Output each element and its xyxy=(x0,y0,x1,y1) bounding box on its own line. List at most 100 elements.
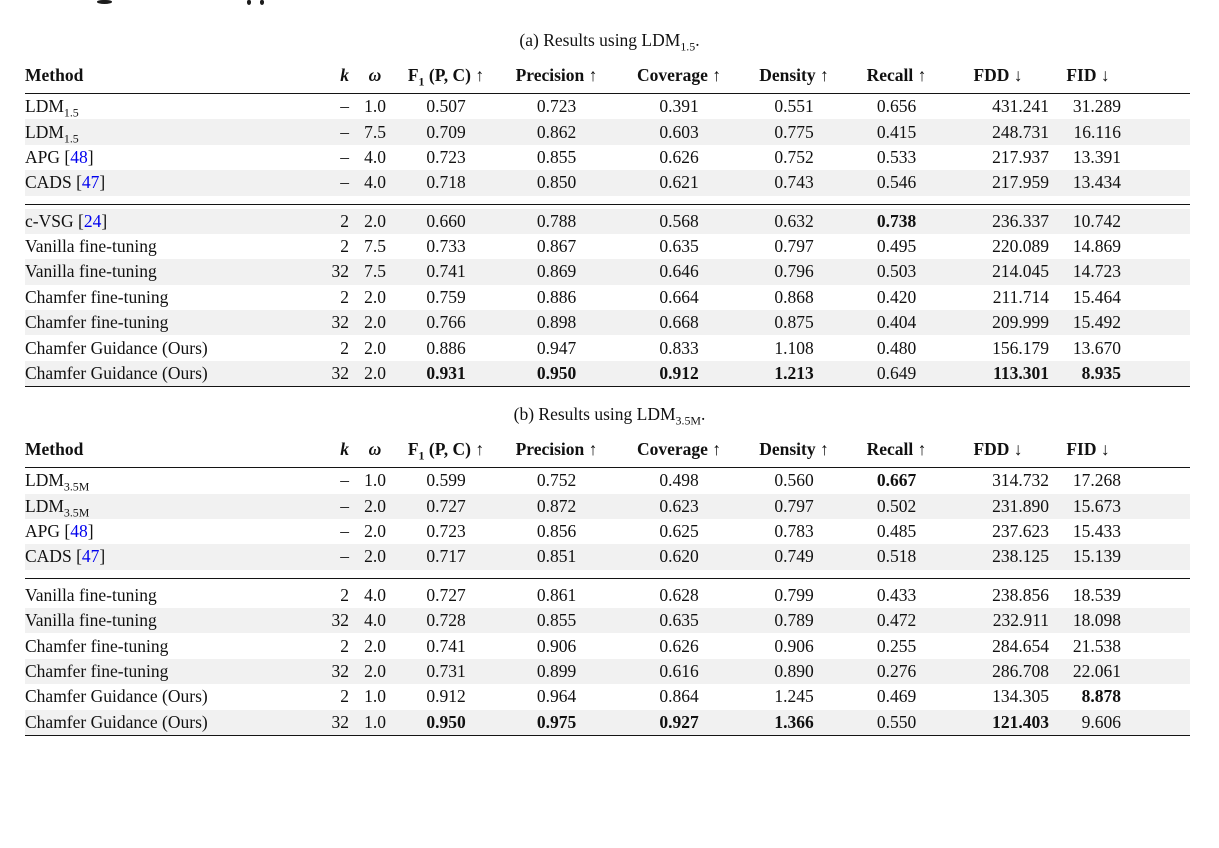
recall-cell: 0.656 xyxy=(876,96,917,117)
coverage-cell: 0.626 xyxy=(659,635,699,656)
f1-cell: 0.731 xyxy=(398,658,494,685)
fdd-cell: 284.654 xyxy=(992,635,1049,656)
f1-cell: 0.931 xyxy=(398,360,494,387)
down-arrow-icon: ↓ xyxy=(1009,439,1023,460)
k-cell: 2 xyxy=(320,208,352,234)
f1-cell: 0.766 xyxy=(398,310,494,336)
f1-cell: 0.507 xyxy=(426,96,466,117)
f1-cell: 0.727 xyxy=(426,584,466,605)
f1-cell: 0.723 xyxy=(426,146,466,167)
method-cell: Chamfer Guidance (Ours) xyxy=(25,686,208,707)
cropped-text-fragment xyxy=(97,0,112,4)
precision-cell: 0.855 xyxy=(494,608,619,634)
omega-cell: 2.0 xyxy=(352,208,398,234)
omega-cell: 1.0 xyxy=(364,96,386,117)
group-separator-rule xyxy=(25,569,1190,583)
citation-link[interactable]: 48 xyxy=(70,521,88,542)
citation-link[interactable]: 48 xyxy=(70,146,88,167)
method-cell: Chamfer fine-tuning xyxy=(25,310,320,336)
spacer-cell xyxy=(1124,684,1190,709)
col-header-f1: F1 (P, C) ↑ xyxy=(407,439,485,463)
precision-cell: 0.862 xyxy=(494,119,619,145)
omega-cell: 4.0 xyxy=(364,584,386,605)
table-caption-a: (a) Results using LDM1.5. xyxy=(519,30,700,54)
down-arrow-icon: ↓ xyxy=(1096,439,1110,460)
density-cell: 0.890 xyxy=(739,658,849,685)
fid-cell: 18.098 xyxy=(1052,608,1124,634)
coverage-cell: 0.927 xyxy=(619,709,739,736)
recall-cell: 0.415 xyxy=(849,119,944,145)
k-cell: 32 xyxy=(320,709,352,736)
up-arrow-icon: ↑ xyxy=(584,439,598,460)
recall-cell: 0.404 xyxy=(849,310,944,336)
col-header-method: Method xyxy=(25,65,84,85)
f1-cell: 0.727 xyxy=(398,493,494,519)
coverage-cell: 0.628 xyxy=(659,584,699,605)
fdd-cell: 248.731 xyxy=(944,119,1052,145)
density-cell: 0.789 xyxy=(739,608,849,634)
density-cell: 0.799 xyxy=(774,584,814,605)
fid-cell: 13.670 xyxy=(1072,337,1121,358)
fdd-cell: 209.999 xyxy=(944,310,1052,336)
coverage-cell: 0.625 xyxy=(659,521,699,542)
f1-cell: 0.741 xyxy=(426,635,466,656)
recall-cell: 0.276 xyxy=(849,658,944,685)
table-row: LDM1.5–7.5 0.709 0.862 0.603 0.775 0.415 248.7… xyxy=(25,119,1190,145)
col-header-coverage: Coverage ↑ xyxy=(636,439,722,460)
table-row: CADS [47] –2.0 0.717 0.851 0.620 0.749 0.518 23… xyxy=(25,544,1190,570)
citation-link[interactable]: 47 xyxy=(81,546,100,567)
fid-cell: 18.539 xyxy=(1072,584,1121,605)
recall-cell: 0.472 xyxy=(849,608,944,634)
k-cell: 2 xyxy=(340,686,349,707)
cropped-text-fragment xyxy=(247,0,251,5)
omega-cell: 2.0 xyxy=(352,544,398,570)
fid-cell: 22.061 xyxy=(1052,658,1124,685)
col-header-density: Density ↑ xyxy=(759,439,829,460)
density-cell: 0.775 xyxy=(739,119,849,145)
citation-link[interactable]: 47 xyxy=(81,172,100,193)
fdd-cell: 232.911 xyxy=(944,608,1052,634)
k-cell: – xyxy=(320,170,352,196)
fid-cell: 8.935 xyxy=(1052,360,1124,387)
cropped-text-fragment xyxy=(260,0,264,5)
precision-cell: 0.856 xyxy=(536,521,577,542)
fdd-cell: 314.732 xyxy=(992,470,1049,491)
fid-cell: 14.723 xyxy=(1052,259,1124,285)
density-cell: 0.551 xyxy=(774,96,814,117)
recall-cell: 0.503 xyxy=(849,259,944,285)
k-cell: – xyxy=(340,521,349,542)
recall-cell: 0.502 xyxy=(849,493,944,519)
fid-cell: 9.606 xyxy=(1052,709,1124,736)
coverage-cell: 0.498 xyxy=(659,470,699,491)
omega-cell: 4.0 xyxy=(352,170,398,196)
k-cell: – xyxy=(340,96,349,117)
k-cell: 32 xyxy=(320,360,352,387)
spacer-cell xyxy=(1124,519,1190,544)
omega-cell: 2.0 xyxy=(352,310,398,336)
f1-cell: 0.733 xyxy=(426,236,466,257)
table-row: Chamfer fine-tuning 2 2.0 0.759 0.886 0.664 0.… xyxy=(25,285,1190,310)
table-row: Chamfer fine-tuning 2 2.0 0.741 0.906 0.626 0.… xyxy=(25,633,1190,658)
method-cell: LDM1.5 xyxy=(25,96,79,120)
fdd-cell: 211.714 xyxy=(992,286,1049,307)
omega-cell: 2.0 xyxy=(352,493,398,519)
density-cell: 0.752 xyxy=(774,146,814,167)
f1-cell: 0.950 xyxy=(398,709,494,736)
coverage-cell: 0.616 xyxy=(619,658,739,685)
f1-cell: 0.660 xyxy=(398,208,494,234)
caption-subscript: 1.5 xyxy=(680,39,696,54)
spacer-cell xyxy=(1124,170,1190,196)
k-cell: 32 xyxy=(320,310,352,336)
table-row: Chamfer Guidance (Ours) 2 1.0 0.912 0.964 0.8… xyxy=(25,684,1190,709)
fdd-cell: 214.045 xyxy=(944,259,1052,285)
spacer-cell xyxy=(1124,285,1190,310)
recall-cell: 0.649 xyxy=(849,360,944,387)
spacer-cell xyxy=(1124,658,1190,685)
citation-link[interactable]: 24 xyxy=(83,210,102,231)
table-row: Chamfer fine-tuning 32 2.0 0.766 0.898 0.668 0… xyxy=(25,310,1190,336)
method-cell: CADS [47] xyxy=(25,170,320,196)
spacer-cell xyxy=(1124,234,1190,259)
method-cell: LDM1.5 xyxy=(25,119,320,145)
col-header-method: Method xyxy=(25,439,84,460)
spacer-cell xyxy=(1124,360,1190,387)
